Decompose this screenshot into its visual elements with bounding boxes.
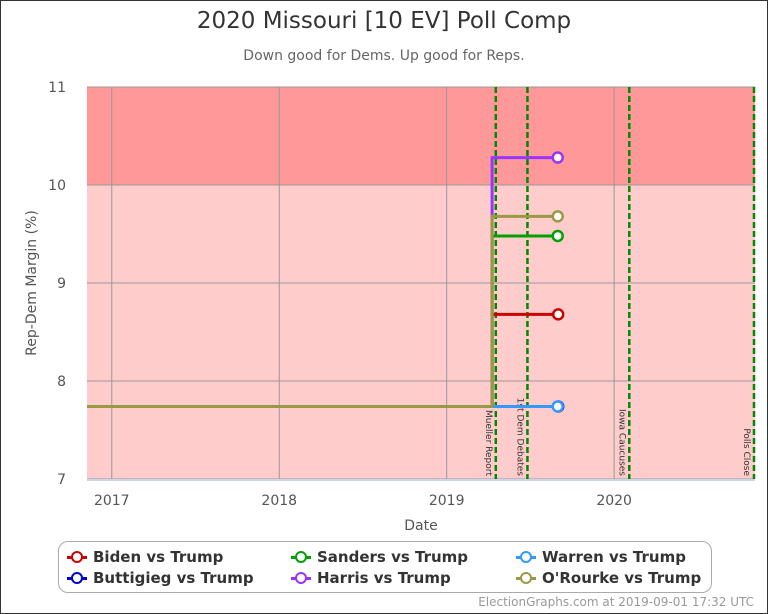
y-tick-label: 7: [57, 472, 66, 488]
x-tick-label: 2017: [94, 493, 130, 509]
x-tick-label: 2018: [261, 493, 297, 509]
legend-marker-icon: [516, 572, 536, 584]
legend-label: Sanders vs Trump: [317, 548, 469, 566]
x-tick-label: 2019: [429, 493, 465, 509]
footer-credit: ElectionGraphs.com at 2019-09-01 17:32 U…: [478, 595, 754, 609]
y-axis-label: Rep-Dem Margin (%): [24, 210, 40, 356]
x-tick-label: 2020: [596, 493, 632, 509]
legend-item-warren[interactable]: Warren vs Trump: [516, 548, 686, 566]
legend-label: Warren vs Trump: [542, 548, 686, 566]
legend-item-sanders[interactable]: Sanders vs Trump: [291, 548, 468, 566]
series-end-marker: [551, 400, 564, 413]
chart-plot: Mueller Report 1st Dem Debates Iowa Caucus…: [24, 80, 756, 534]
x-axis-label: Date: [404, 518, 437, 534]
event-label: Polls Close: [741, 428, 751, 476]
event-label: Mueller Report: [483, 410, 493, 476]
legend-marker-icon: [516, 551, 536, 563]
legend-label: Buttigieg vs Trump: [93, 569, 254, 587]
legend-marker-icon: [67, 572, 87, 584]
legend-marker-icon: [291, 572, 311, 584]
background-band: [87, 185, 755, 479]
legend-label: Harris vs Trump: [317, 569, 451, 587]
legend-item-orourke[interactable]: O'Rourke vs Trump: [516, 569, 701, 587]
y-tick-label: 11: [48, 80, 66, 96]
legend-item-harris[interactable]: Harris vs Trump: [291, 569, 451, 587]
chart-subtitle: Down good for Dems. Up good for Reps.: [243, 48, 525, 64]
series-end-marker: [551, 229, 564, 243]
series-end-marker: [551, 210, 564, 223]
series-line: [87, 214, 558, 408]
legend-label: Biden vs Trump: [93, 548, 224, 566]
series-end-marker: [551, 151, 564, 164]
event-label: Iowa Caucuses: [616, 409, 626, 476]
legend-marker-icon: [291, 551, 311, 563]
y-tick-label: 10: [48, 178, 66, 194]
y-tick-label: 9: [57, 276, 66, 292]
background-band: [87, 87, 755, 185]
legend-item-buttigieg[interactable]: Buttigieg vs Trump: [67, 569, 254, 587]
series-end-marker: [551, 308, 565, 321]
y-tick-label: 8: [57, 374, 66, 390]
legend-item-biden[interactable]: Biden vs Trump: [67, 548, 223, 566]
legend-marker-icon: [67, 551, 87, 563]
legend-label: O'Rourke vs Trump: [542, 569, 702, 587]
event-label: 1st Dem Debates: [514, 398, 524, 477]
legend: Biden vs Trump Buttigieg vs Trump Sander…: [58, 541, 712, 593]
chart-title: 2020 Missouri [10 EV] Poll Comp: [196, 8, 572, 34]
